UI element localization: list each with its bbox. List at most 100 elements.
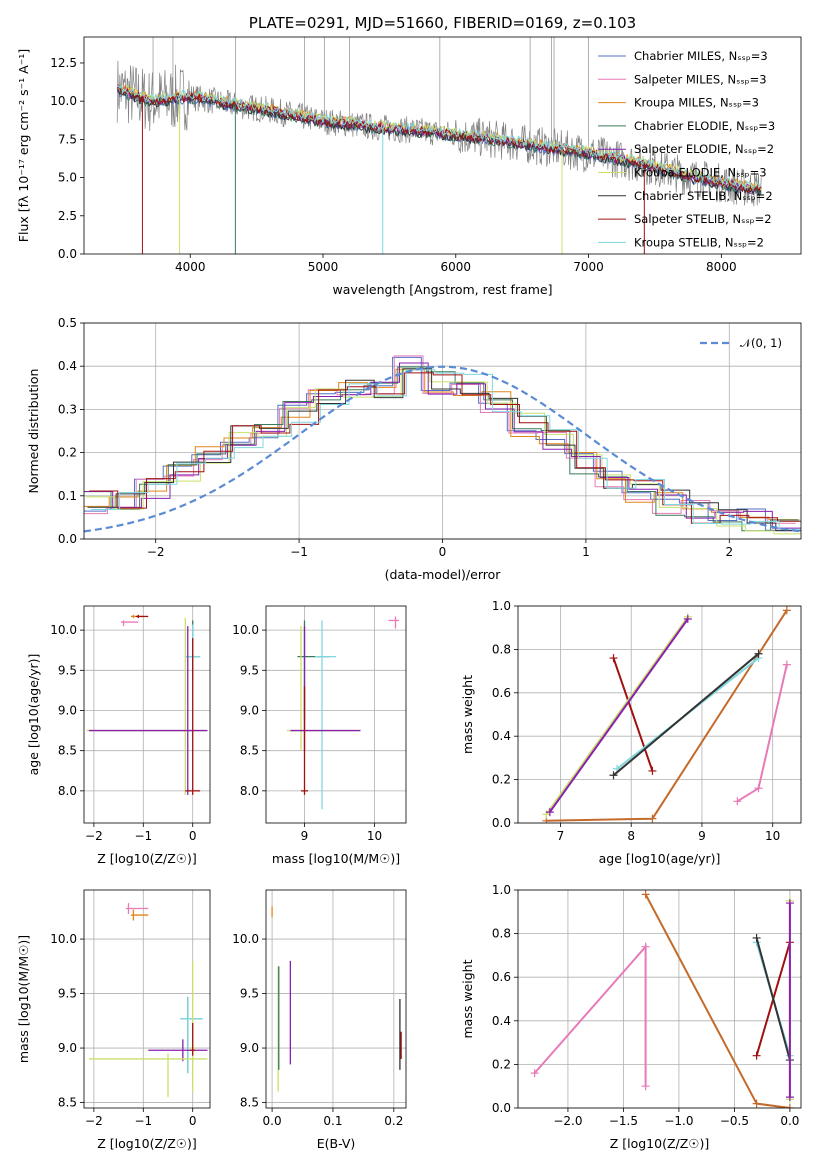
y-tick-label: 8.5 xyxy=(240,744,259,758)
histogram-line xyxy=(87,368,801,532)
x-tick-label: 8 xyxy=(627,829,635,843)
x-tick-label: −1 xyxy=(134,1114,152,1128)
x-tick-label: 5000 xyxy=(308,260,339,274)
panel-4: 9 10 8.0 8.5 9.0 9.5 10.0 mass [log10(M/M☉)] xyxy=(232,605,407,866)
panel-8: −2.0 −1.5 −1.0 −0.5 0.0 0.0 0.2 0.4 0.6 0.8 1.0 Z [… xyxy=(460,883,802,1151)
x-tick-label: 0 xyxy=(439,545,447,559)
y-tick-label: 0.2 xyxy=(492,773,511,787)
y-tick-label: 0.5 xyxy=(58,316,77,330)
y-tick-label: 0.0 xyxy=(492,1101,511,1115)
x-tick-label: −2 xyxy=(147,545,165,559)
y-tick-label: 8.0 xyxy=(58,784,77,798)
x-axis-label: age [log10(age/yr)] xyxy=(599,851,721,866)
mass-weight-line xyxy=(612,652,760,777)
panel-5: 7 8 9 10 0.0 0.2 0.4 0.6 0.8 1.0 age [log10(age/yr… xyxy=(460,599,802,866)
data-point-marker xyxy=(754,649,763,658)
x-axis-label: (data-model)/error xyxy=(385,567,502,582)
data-point-marker xyxy=(754,784,763,793)
x-axis-label: Z [log10(Z/Z☉)] xyxy=(97,1136,197,1151)
x-tick-label: 0.0 xyxy=(780,1114,799,1128)
legend-label: Kroupa MILES, Nₛₛₚ=3 xyxy=(634,96,759,110)
panel-7: 0.0 0.1 0.2 8.5 9.0 9.5 10.0 E(B-V) xyxy=(232,889,407,1151)
legend: 𝒩(0, 1) xyxy=(700,336,782,350)
panel-1: 4000 5000 6000 7000 8000 0.0 2.5 5.0 7.5 10.0 12.5… xyxy=(16,14,802,297)
x-axis-label: Z [log10(Z/Z☉)] xyxy=(610,1136,710,1151)
x-tick-label: −2 xyxy=(85,829,103,843)
y-tick-label: 0.1 xyxy=(58,489,77,503)
mass-weight-line xyxy=(755,937,791,1061)
x-axis-label: E(B-V) xyxy=(317,1136,356,1151)
axes-frame xyxy=(265,605,407,824)
legend: Chabrier MILES, Nₛₛₚ=3 Salpeter MILES, Nₛ… xyxy=(598,49,775,249)
x-axis-label: Z [log10(Z/Z☉)] xyxy=(97,851,197,866)
y-tick-label: 2.5 xyxy=(58,209,77,223)
y-tick-label: 0.4 xyxy=(492,1014,511,1028)
y-tick-label: 9.5 xyxy=(58,663,77,677)
y-tick-label: 9.0 xyxy=(58,1041,77,1055)
y-tick-label: 7.5 xyxy=(58,132,77,146)
y-tick-label: 0.8 xyxy=(492,642,511,656)
x-tick-label: 9 xyxy=(301,829,309,843)
y-tick-label: 12.5 xyxy=(50,56,77,70)
y-axis-label: age [log10(age/yr)] xyxy=(26,654,41,776)
y-tick-label: 10.0 xyxy=(232,623,259,637)
mass-weight-line xyxy=(644,893,791,1108)
x-tick-label: −2 xyxy=(85,1114,103,1128)
data-point-marker xyxy=(683,615,692,624)
y-axis-label: mass weight xyxy=(460,675,475,754)
legend-label: Chabrier STELIB, Nₛₛₚ=2 xyxy=(634,189,773,203)
axes-frame xyxy=(517,889,802,1109)
x-tick-label: 10 xyxy=(765,829,780,843)
axes-frame xyxy=(83,605,211,824)
legend-label: Chabrier MILES, Nₛₛₚ=3 xyxy=(634,49,768,63)
y-tick-label: 0.8 xyxy=(492,927,511,941)
x-tick-label: 10 xyxy=(367,829,382,843)
x-tick-label: 0 xyxy=(189,829,197,843)
y-tick-label: 0.4 xyxy=(58,359,77,373)
data-point-marker xyxy=(782,606,791,615)
x-tick-label: 0.0 xyxy=(263,1114,282,1128)
y-tick-label: 9.0 xyxy=(58,703,77,717)
panel-6: −2 −1 0 8.5 9.0 9.5 10.0 Z [log10(Z/Z☉)] mass [l… xyxy=(16,889,211,1151)
data-point-marker xyxy=(545,808,554,817)
legend-label: Salpeter MILES, Nₛₛₚ=3 xyxy=(634,72,767,86)
histogram-line xyxy=(90,369,801,530)
x-axis-label: wavelength [Angstrom, rest frame] xyxy=(332,282,552,297)
data-point-marker xyxy=(785,1093,794,1102)
plot-area xyxy=(116,37,762,254)
panel-2: −2 −1 0 1 2 0.0 0.1 0.2 0.3 0.4 0.5 (data-model)/er… xyxy=(26,316,802,582)
panel-3: −2 −1 0 8.0 8.5 9.0 9.5 10.0 Z [log10(Z/Z☉)] age … xyxy=(26,605,211,866)
normal-reference-curve xyxy=(84,365,801,533)
data-point-marker xyxy=(785,899,794,908)
plot-area xyxy=(84,355,801,535)
y-tick-label: 1.0 xyxy=(492,599,511,613)
x-tick-label: −1.0 xyxy=(664,1114,693,1128)
y-tick-label: 0.6 xyxy=(492,970,511,984)
data-point-marker xyxy=(782,660,791,669)
y-tick-label: 10.0 xyxy=(232,932,259,946)
plot-area xyxy=(530,890,794,1108)
x-tick-label: 1 xyxy=(582,545,590,559)
y-tick-label: 5.0 xyxy=(58,171,77,185)
data-point-marker xyxy=(641,942,650,951)
y-tick-label: 10.0 xyxy=(50,932,77,946)
x-tick-label: −0.5 xyxy=(720,1114,749,1128)
histogram-line xyxy=(84,366,800,532)
y-tick-label: 9.0 xyxy=(240,703,259,717)
grid xyxy=(84,606,210,823)
plot-area xyxy=(287,616,399,810)
legend-label: Salpeter STELIB, Nₛₛₚ=2 xyxy=(634,212,772,226)
y-tick-label: 0.0 xyxy=(58,247,77,261)
data-point-marker xyxy=(641,1082,650,1091)
axes-frame xyxy=(83,889,211,1109)
chart-title: PLATE=0291, MJD=51660, FIBERID=0169, z=0… xyxy=(249,14,636,32)
x-tick-label: 9 xyxy=(698,829,706,843)
plot-area xyxy=(86,614,208,795)
legend-label: Kroupa STELIB, Nₛₛₚ=2 xyxy=(634,235,764,249)
y-tick-label: 0.2 xyxy=(58,446,77,460)
data-point-marker xyxy=(648,766,657,775)
mass-weight-line xyxy=(546,609,788,822)
data-point-marker xyxy=(648,814,657,823)
x-tick-label: 8000 xyxy=(706,260,737,274)
